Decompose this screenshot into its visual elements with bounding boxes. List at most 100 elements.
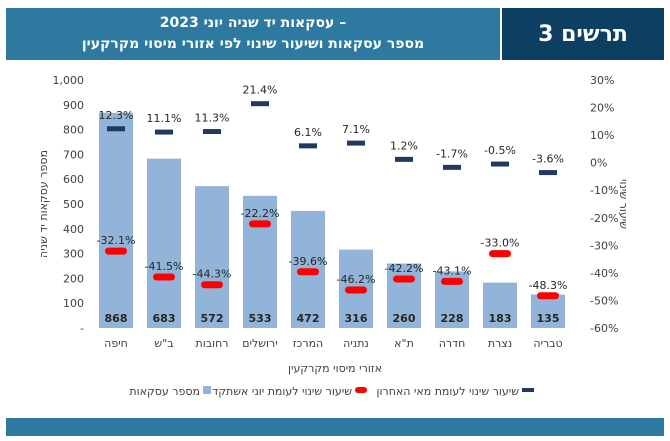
monthly-change-marker (251, 101, 269, 107)
bar-value-label: 135 (537, 312, 560, 325)
legend-label-monthly: שיעור שינוי לעומת מאי האחרון (377, 385, 520, 398)
category-label: חדרה (439, 337, 466, 350)
legend-swatch-yearly (355, 387, 367, 393)
y-tick-label: 500 (63, 198, 84, 211)
left-axis-ticks: - 100 200 300 400 500 600 700 800 900 1,000 (53, 74, 85, 335)
figure-number-badge: תרשים 3 (502, 8, 664, 60)
bar-value-label: 260 (393, 312, 416, 325)
monthly-change-marker (155, 129, 173, 135)
y-tick-label: - (80, 322, 84, 335)
yearly-change-marker (441, 277, 463, 285)
category-label: נתניה (343, 337, 369, 350)
legend: שיעור שינוי לעומת מאי האחרון שיעור שינוי… (129, 385, 534, 398)
yearly-change-label: -48.3% (529, 279, 568, 292)
monthly-change-label: 11.3% (195, 112, 230, 125)
y2-tick-label: 20% (590, 102, 614, 115)
yearly-change-label: -39.6% (289, 255, 328, 268)
monthly-change-label: 6.1% (294, 126, 322, 139)
y-tick-label: 400 (63, 223, 84, 236)
monthly-change-marker (203, 129, 221, 135)
bar (99, 112, 133, 329)
bar-value-label: 868 (105, 312, 128, 325)
monthly-change-label: -1.7% (436, 147, 468, 160)
monthly-change-marker (539, 170, 557, 176)
yearly-change-label: -33.0% (481, 237, 520, 250)
chart-header: עסקאות יד שניה יוני 2023 – מספר עסקאות ו… (6, 8, 664, 60)
yearly-change-marker (489, 250, 511, 258)
bar (483, 282, 517, 328)
y2-tick-label: -10% (590, 184, 618, 197)
monthly-change-label: 7.1% (342, 123, 370, 136)
bar (147, 158, 181, 328)
category-label: טבריה (533, 337, 562, 350)
monthly-change-marker (107, 126, 125, 132)
bar-value-labels: 868 683 572 533 472 316 260 228 183 135 (105, 312, 560, 325)
yearly-change-marker (297, 268, 319, 276)
bar-value-label: 533 (249, 312, 272, 325)
category-label: ב"ש (154, 337, 173, 350)
y2-tick-label: -40% (590, 267, 618, 280)
category-label: המרכז (293, 337, 324, 350)
yearly-change-label: -42.2% (385, 262, 424, 275)
monthly-change-marker (443, 164, 461, 170)
y-tick-label: 300 (63, 248, 84, 261)
bar-value-label: 183 (489, 312, 512, 325)
chart-title-line2: מספר עסקאות ושיעור שינוי לפי אזורי מיסוי… (81, 36, 425, 52)
y-tick-label: 800 (63, 124, 84, 137)
monthly-change-marker (395, 156, 413, 162)
yearly-change-label: -41.5% (145, 260, 184, 273)
y2-tick-label: -50% (590, 294, 618, 307)
yearly-change-label: -46.2% (337, 273, 376, 286)
category-label: נצרת (488, 337, 512, 350)
bar-value-label: 683 (153, 312, 176, 325)
legend-label-yearly: שיעור שינוי לעומת יוני אשתקד (212, 385, 352, 398)
monthly-change-label: -0.5% (484, 144, 516, 157)
legend-swatch-monthly (522, 388, 534, 392)
yearly-change-marker (105, 247, 127, 255)
y-tick-label: 200 (63, 272, 84, 285)
y-tick-label: 600 (63, 173, 84, 186)
monthly-change-marker (299, 143, 317, 149)
bar-value-label: 472 (297, 312, 320, 325)
monthly-change-label: 11.1% (147, 112, 182, 125)
y2-tick-label: 10% (590, 129, 614, 142)
right-axis-ticks: -60% -50% -40% -30% -20% -10% 0% 10% 20% 30% (590, 74, 618, 335)
x-axis-title: אזורי מיסוי מקרקעין (288, 362, 382, 375)
category-label: ירושלים (242, 337, 277, 350)
title-band: עסקאות יד שניה יוני 2023 – מספר עסקאות ו… (6, 8, 500, 60)
bar-value-label: 572 (201, 312, 224, 325)
y2-tick-label: -20% (590, 212, 618, 225)
category-label: רחובות (196, 337, 229, 350)
y-tick-label: 900 (63, 99, 84, 112)
yearly-change-label: -43.1% (433, 264, 472, 277)
markers: -32.1% 12.3% -41.5% 11.1% -44.3% 11.3% -22.2% 2… (97, 84, 568, 300)
bar (195, 186, 229, 328)
bar (243, 195, 277, 328)
yearly-change-marker (201, 281, 223, 289)
yearly-change-marker (537, 292, 559, 300)
legend-swatch-transactions (203, 386, 211, 394)
yearly-change-marker (345, 286, 367, 294)
y2-tick-label: 0% (590, 157, 607, 170)
yearly-change-marker (153, 273, 175, 281)
bar (531, 294, 565, 328)
legend-label-transactions: מספר עסקאות (129, 385, 200, 398)
y2-axis-title: שיעור שינוי (617, 179, 630, 229)
monthly-change-marker (347, 140, 365, 146)
yearly-change-marker (393, 275, 415, 283)
bars (99, 112, 565, 329)
bar-value-label: 228 (441, 312, 464, 325)
yearly-change-label: -44.3% (193, 268, 232, 281)
y-axis-title: מספר עסקאות יד שניה (37, 150, 50, 258)
chart-title-line1: עסקאות יד שניה יוני 2023 – (159, 15, 347, 31)
y-tick-label: 1,000 (53, 74, 85, 87)
y-tick-label: 100 (63, 297, 84, 310)
y2-tick-label: 30% (590, 74, 614, 87)
yearly-change-label: -32.1% (97, 234, 136, 247)
yearly-change-marker (249, 220, 271, 228)
bar-value-label: 316 (345, 312, 368, 325)
monthly-change-marker (491, 161, 509, 167)
monthly-change-label: 12.3% (99, 109, 134, 122)
yearly-change-label: -22.2% (241, 207, 280, 220)
